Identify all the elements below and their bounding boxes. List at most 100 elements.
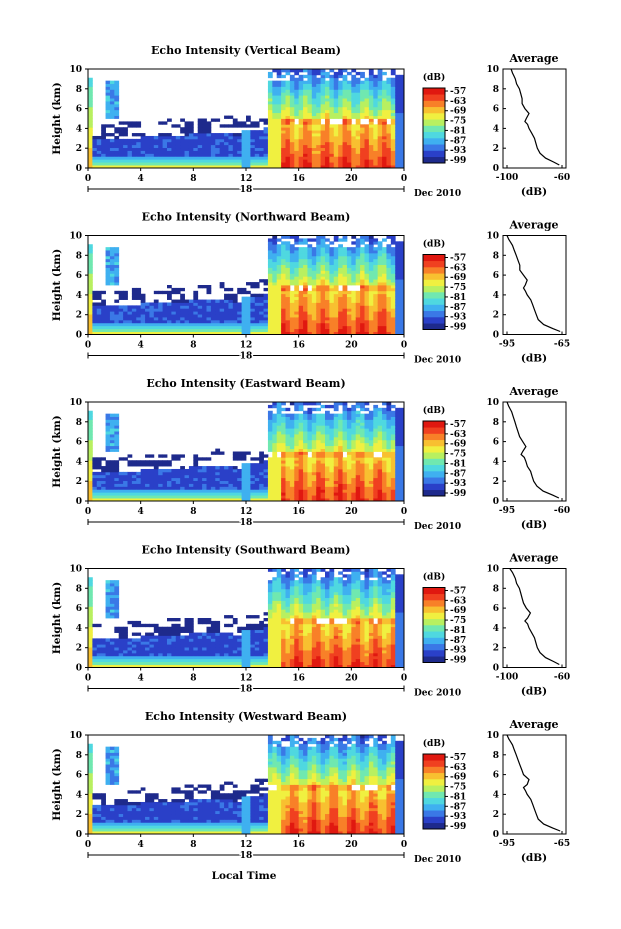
heatmap-cell — [289, 135, 295, 140]
heatmap-cell — [329, 468, 335, 473]
heatmap-cell — [259, 314, 264, 318]
heatmap-cell — [364, 86, 370, 90]
heatmap-cell — [298, 404, 304, 409]
heatmap-cell — [386, 130, 392, 134]
heatmap-cell — [219, 495, 225, 499]
heatmap-cell — [307, 290, 313, 295]
heatmap-cell — [386, 112, 392, 116]
heatmap-cell — [368, 162, 374, 166]
heatmap-cell — [342, 89, 348, 93]
heatmap-cell — [149, 483, 155, 487]
heatmap-cell — [329, 270, 335, 274]
heatmap-cell — [202, 147, 207, 151]
heatmap-cell — [246, 474, 251, 479]
heatmap-cell — [193, 454, 199, 458]
heatmap-cell — [92, 486, 98, 490]
heatmap-cell — [346, 124, 352, 128]
heatmap-cell — [140, 489, 146, 493]
heatmap-cell — [285, 135, 291, 140]
heatmap-cell — [390, 71, 396, 76]
heatmap-cell — [193, 141, 199, 146]
heatmap-cell — [250, 156, 256, 160]
heatmap-cell — [158, 483, 164, 487]
heatmap-cell — [281, 153, 286, 157]
heatmap-cell — [105, 486, 111, 490]
heatmap-cell — [382, 305, 387, 309]
heatmap-cell — [88, 150, 93, 154]
heatmap-cell — [109, 305, 115, 309]
heatmap-cell — [316, 434, 322, 438]
heatmap-cell — [250, 498, 256, 502]
heatmap-cell — [386, 486, 392, 490]
heatmap-cell — [360, 238, 365, 242]
heatmap-cell — [202, 477, 207, 482]
heatmap-cell — [272, 141, 278, 146]
heatmap-cell — [355, 305, 361, 309]
heatmap-cell — [377, 282, 383, 286]
heatmap-cell — [267, 404, 273, 409]
heatmap-cell — [364, 276, 370, 280]
heatmap-cell — [88, 103, 93, 108]
heatmap-cell — [386, 135, 392, 140]
heatmap-cell — [351, 135, 357, 140]
heatmap-cell — [184, 311, 190, 315]
heatmap-cell — [333, 428, 339, 432]
heatmap-cell — [325, 130, 330, 134]
heatmap-cell — [188, 121, 194, 125]
heatmap-cell — [118, 331, 124, 335]
heatmap-cell — [320, 264, 326, 268]
heatmap-cell — [395, 147, 401, 151]
heatmap-cell — [171, 290, 177, 295]
heatmap-cell — [123, 138, 128, 143]
heatmap-cell — [360, 416, 365, 420]
heatmap-cell — [289, 466, 295, 470]
heatmap-cell — [364, 103, 370, 108]
heatmap-cell — [272, 156, 278, 160]
heatmap-cell — [276, 416, 282, 420]
heatmap-cell — [281, 112, 286, 116]
heatmap-cell — [307, 121, 313, 125]
heatmap-cell — [184, 474, 190, 479]
heatmap-cell — [382, 250, 387, 254]
heatmap-cell — [118, 498, 124, 502]
heatmap-cell — [311, 255, 317, 260]
heatmap-cell — [140, 302, 146, 306]
heatmap-cell — [351, 410, 357, 415]
heatmap-cell — [325, 276, 330, 280]
heatmap-cell — [329, 483, 335, 487]
heatmap-cell — [316, 252, 322, 257]
heatmap-cell — [267, 419, 273, 423]
heatmap-cell — [162, 135, 168, 140]
heatmap-cell — [325, 325, 330, 330]
heatmap-cell — [127, 454, 133, 458]
heatmap-cell — [289, 106, 295, 111]
heatmap-cell — [171, 486, 177, 490]
heatmap-cell — [259, 144, 264, 149]
heatmap-cell — [118, 319, 124, 324]
heatmap-cell — [180, 477, 185, 482]
heatmap-cell — [390, 416, 396, 420]
heatmap-cell — [272, 489, 278, 493]
heatmap-cell — [215, 448, 221, 452]
heatmap-cell — [281, 422, 286, 426]
heatmap-cell — [289, 434, 295, 438]
heatmap-cell — [346, 112, 352, 116]
heatmap-cell — [399, 118, 405, 122]
heatmap-cell — [118, 317, 124, 321]
heatmap-cell — [241, 492, 247, 496]
heatmap-cell — [180, 468, 185, 473]
heatmap-cell — [105, 331, 111, 335]
heatmap-cell — [329, 80, 335, 84]
heatmap-cell — [355, 483, 361, 487]
heatmap-cell — [153, 302, 159, 306]
heatmap-cell — [162, 480, 168, 484]
heatmap-cell — [338, 238, 343, 242]
heatmap-cell — [390, 287, 396, 292]
heatmap-cell — [294, 144, 300, 149]
heatmap-cell — [188, 150, 194, 154]
heatmap-cell — [241, 325, 247, 330]
heatmap-cell — [101, 165, 106, 169]
heatmap-cell — [289, 477, 295, 482]
heatmap-cell — [180, 325, 185, 330]
heatmap-cell — [210, 471, 216, 476]
